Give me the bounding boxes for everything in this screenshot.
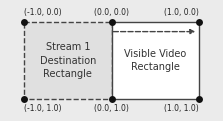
Bar — [112, 23, 199, 98]
Text: (-1.0, 0.0): (-1.0, 0.0) — [24, 8, 62, 17]
Text: (1.0, 1.0): (1.0, 1.0) — [164, 104, 199, 113]
Text: (1.0, 0.0): (1.0, 0.0) — [164, 8, 199, 17]
Text: (0.0, 0.0): (0.0, 0.0) — [94, 8, 129, 17]
Bar — [24, 23, 112, 98]
Text: (-1.0, 1.0): (-1.0, 1.0) — [24, 104, 62, 113]
Text: Visible Video
Rectangle: Visible Video Rectangle — [124, 49, 186, 72]
Text: (0.0, 1.0): (0.0, 1.0) — [94, 104, 129, 113]
Text: Stream 1
Destination
Rectangle: Stream 1 Destination Rectangle — [40, 42, 96, 79]
